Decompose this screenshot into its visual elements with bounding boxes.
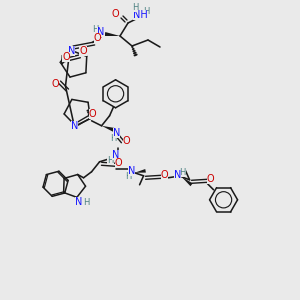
Text: N: N — [112, 150, 119, 160]
Text: H: H — [125, 172, 132, 181]
Text: H: H — [107, 156, 114, 165]
Text: N: N — [113, 128, 120, 138]
Text: N: N — [68, 46, 75, 56]
Text: O: O — [161, 170, 168, 180]
Text: O: O — [94, 34, 101, 44]
Text: N: N — [75, 197, 82, 207]
Text: H: H — [83, 198, 89, 207]
Text: N: N — [97, 27, 105, 37]
Text: O: O — [52, 79, 59, 89]
Text: O: O — [79, 46, 87, 56]
Text: N: N — [128, 166, 135, 176]
Text: NH: NH — [133, 10, 147, 20]
Text: O: O — [123, 136, 130, 146]
Text: O: O — [62, 52, 70, 62]
Polygon shape — [102, 126, 114, 132]
Text: H: H — [179, 168, 186, 177]
Text: O: O — [115, 158, 122, 168]
Polygon shape — [61, 55, 64, 63]
Text: H: H — [132, 2, 138, 11]
Text: O: O — [89, 109, 96, 119]
Text: O: O — [207, 174, 214, 184]
Text: H: H — [143, 8, 149, 16]
Text: N: N — [174, 170, 181, 180]
Text: H: H — [110, 134, 117, 143]
Polygon shape — [182, 177, 193, 186]
Polygon shape — [105, 32, 120, 36]
Text: H: H — [92, 25, 98, 34]
Polygon shape — [135, 169, 146, 173]
Text: O: O — [111, 9, 119, 19]
Text: N: N — [71, 121, 78, 131]
